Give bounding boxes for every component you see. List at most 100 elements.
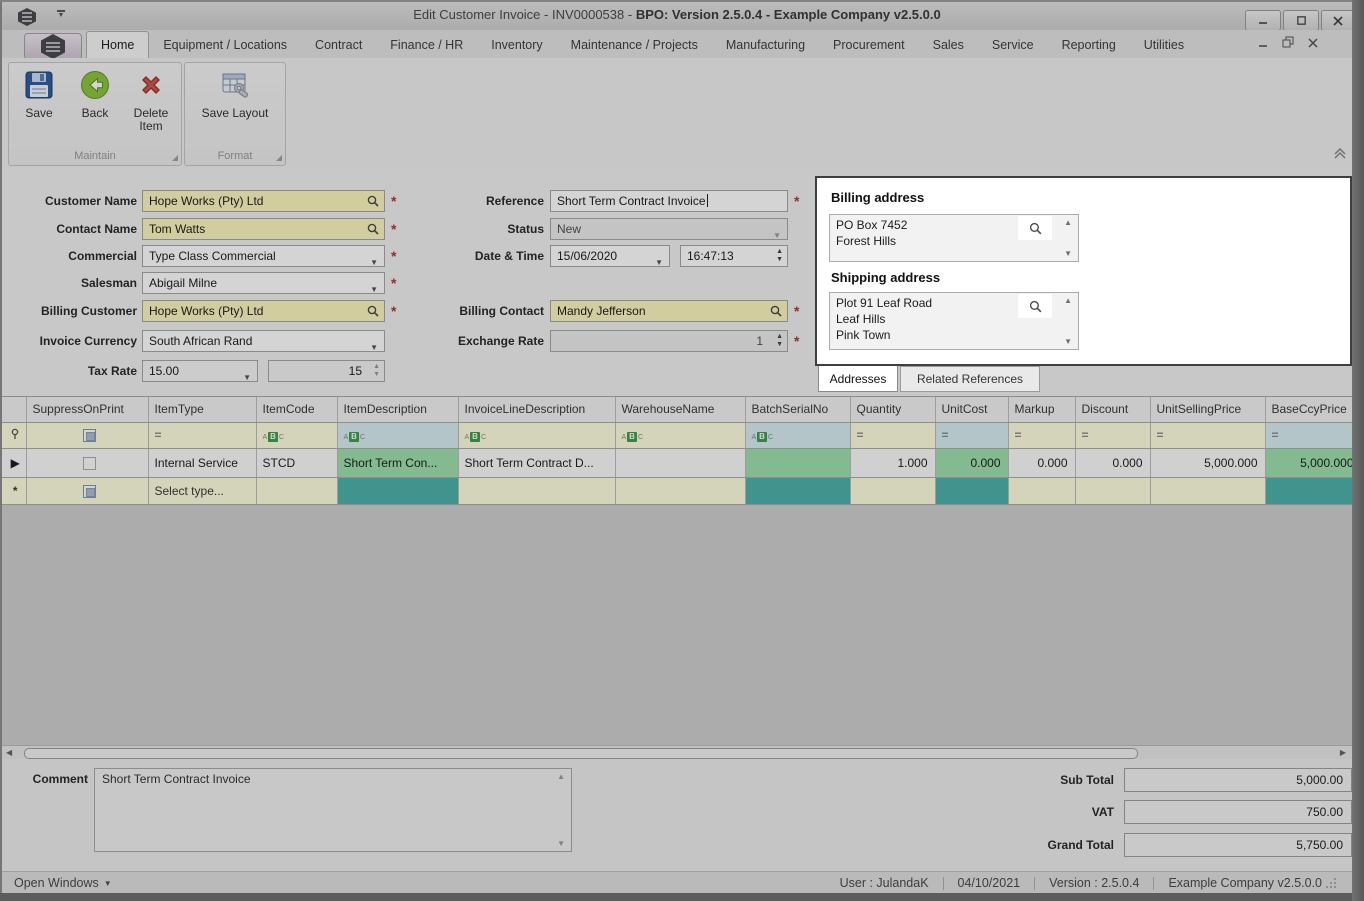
billing-contact-field[interactable]: Mandy Jefferson [550, 300, 788, 322]
scroll-down-icon[interactable]: ▼ [1064, 337, 1072, 346]
billing-address-box[interactable]: PO Box 7452 Forest Hills ▲ ▼ [829, 214, 1079, 262]
column-header[interactable]: BatchSerialNo [745, 397, 851, 423]
suppress-on-print-cell[interactable] [26, 477, 149, 505]
scroll-left-icon[interactable]: ◀ [6, 748, 13, 757]
invoice-line-description-cell[interactable]: Short Term Contract D... [458, 448, 616, 478]
scrollbar-thumb[interactable] [24, 748, 1138, 759]
resize-grip[interactable] [1326, 877, 1337, 891]
chevron-down-icon[interactable]: ▼ [243, 373, 251, 382]
tab-maintenance-projects[interactable]: Maintenance / Projects [570, 37, 698, 52]
dialog-launcher-icon[interactable] [172, 155, 178, 161]
dialog-launcher-icon[interactable] [276, 155, 282, 161]
suppress-on-print-cell[interactable] [26, 448, 149, 478]
scroll-up-icon[interactable]: ▲ [1064, 218, 1072, 227]
discount-cell[interactable] [1075, 477, 1151, 505]
checkbox-indeterminate[interactable] [83, 484, 96, 498]
tab-reporting[interactable]: Reporting [1061, 37, 1116, 52]
column-header[interactable]: Quantity [850, 397, 936, 423]
warehouse-name-cell[interactable] [615, 477, 746, 505]
grid-new-row[interactable]: * Select type... [0, 477, 1352, 505]
exchange-rate-spinner[interactable]: 1 ▲ ▼ [550, 330, 788, 352]
tab-utilities[interactable]: Utilities [1143, 37, 1185, 52]
delete-item-button[interactable]: Delete Item [123, 69, 179, 133]
time-field[interactable]: 16:47:13 ▲ ▼ [680, 245, 788, 267]
close-button[interactable] [1321, 10, 1355, 31]
tab-home[interactable]: Home [86, 31, 150, 58]
filter-cell[interactable]: = [850, 422, 936, 449]
equals-filter-icon[interactable]: = [1014, 428, 1022, 442]
item-description-cell[interactable] [337, 477, 459, 505]
tax-rate-spinner[interactable]: 15 ▲ ▼ [268, 360, 385, 382]
comment-textarea[interactable]: Short Term Contract Invoice ▲ ▼ [94, 768, 572, 852]
collapse-ribbon-icon[interactable] [1332, 147, 1348, 163]
tab-contract[interactable]: Contract [315, 37, 363, 52]
save-layout-button[interactable]: Save Layout [200, 69, 270, 120]
magnifier-icon[interactable] [366, 304, 380, 321]
spinner-arrows-icon[interactable]: ▲ ▼ [776, 248, 783, 263]
column-header[interactable]: Markup [1008, 397, 1076, 423]
spinner-arrows-icon[interactable]: ▲ ▼ [373, 363, 380, 378]
checkbox-unchecked[interactable] [83, 456, 96, 470]
scroll-up-icon[interactable]: ▲ [557, 772, 565, 781]
column-header[interactable]: UnitSellingPrice [1150, 397, 1266, 423]
commercial-dropdown[interactable]: Type Class Commercial ▼ [142, 245, 385, 267]
equals-filter-icon[interactable]: = [154, 428, 162, 442]
magnifier-icon[interactable] [1018, 216, 1052, 240]
column-header[interactable]: InvoiceLineDescription [458, 397, 616, 423]
tab-procurement[interactable]: Procurement [833, 37, 905, 52]
tab-manufacturing[interactable]: Manufacturing [725, 37, 806, 52]
filter-cell[interactable] [26, 422, 149, 449]
date-field[interactable]: 15/06/2020 ▼ [550, 245, 670, 267]
grid-data-row[interactable]: ▶ Internal Service STCD Short Term Con..… [0, 448, 1352, 478]
invoice-currency-dropdown[interactable]: South African Rand ▼ [142, 330, 385, 352]
tab-service[interactable]: Service [991, 37, 1034, 52]
item-code-cell[interactable]: STCD [256, 448, 338, 478]
tab-addresses[interactable]: Addresses [818, 366, 898, 392]
mdi-restore-icon[interactable] [1282, 36, 1294, 51]
markup-cell[interactable]: 0.000 [1008, 448, 1076, 478]
tax-rate-dropdown[interactable]: 15.00 ▼ [142, 360, 258, 382]
mdi-close-icon[interactable] [1308, 37, 1318, 51]
magnifier-icon[interactable] [366, 222, 380, 239]
checkbox-indeterminate[interactable] [83, 429, 96, 443]
window-border[interactable] [1352, 0, 1364, 901]
column-header[interactable]: SuppressOnPrint [26, 397, 149, 423]
scroll-right-icon[interactable]: ▶ [1339, 748, 1346, 757]
column-header[interactable]: UnitCost [935, 397, 1009, 423]
discount-cell[interactable]: 0.000 [1075, 448, 1151, 478]
filter-cell[interactable]: = [1150, 422, 1266, 449]
back-button[interactable]: Back [67, 69, 123, 120]
customer-name-field[interactable]: Hope Works (Pty) Ltd [142, 190, 385, 212]
shipping-address-box[interactable]: Plot 91 Leaf Road Leaf Hills Pink Town ▲… [829, 292, 1079, 350]
warehouse-name-cell[interactable] [615, 448, 746, 478]
open-windows-dropdown[interactable]: Open Windows ▼ [14, 876, 112, 890]
equals-filter-icon[interactable]: = [1156, 428, 1164, 442]
billing-customer-field[interactable]: Hope Works (Pty) Ltd [142, 300, 385, 322]
unit-selling-price-cell[interactable]: 5,000.000 [1150, 448, 1266, 478]
quantity-cell[interactable] [850, 477, 936, 505]
minimize-button[interactable] [1245, 10, 1281, 31]
scroll-down-icon[interactable]: ▼ [557, 839, 565, 848]
batch-serial-cell[interactable] [745, 448, 851, 478]
chevron-down-icon[interactable]: ▼ [370, 258, 378, 267]
chevron-down-icon[interactable]: ▼ [655, 258, 663, 267]
reference-field[interactable]: Short Term Contract Invoice [550, 190, 788, 212]
salesman-dropdown[interactable]: Abigail Milne ▼ [142, 272, 385, 294]
unit-cost-cell[interactable]: 0.000 [935, 448, 1009, 478]
column-header[interactable]: ItemDescription [337, 397, 459, 423]
equals-filter-icon[interactable]: = [941, 428, 949, 442]
invoice-line-description-cell[interactable] [458, 477, 616, 505]
quantity-cell[interactable]: 1.000 [850, 448, 936, 478]
equals-filter-icon[interactable]: = [1081, 428, 1089, 442]
item-type-cell[interactable]: Internal Service [148, 448, 257, 478]
magnifier-icon[interactable] [769, 304, 783, 321]
base-ccy-price-cell[interactable] [1265, 477, 1352, 505]
